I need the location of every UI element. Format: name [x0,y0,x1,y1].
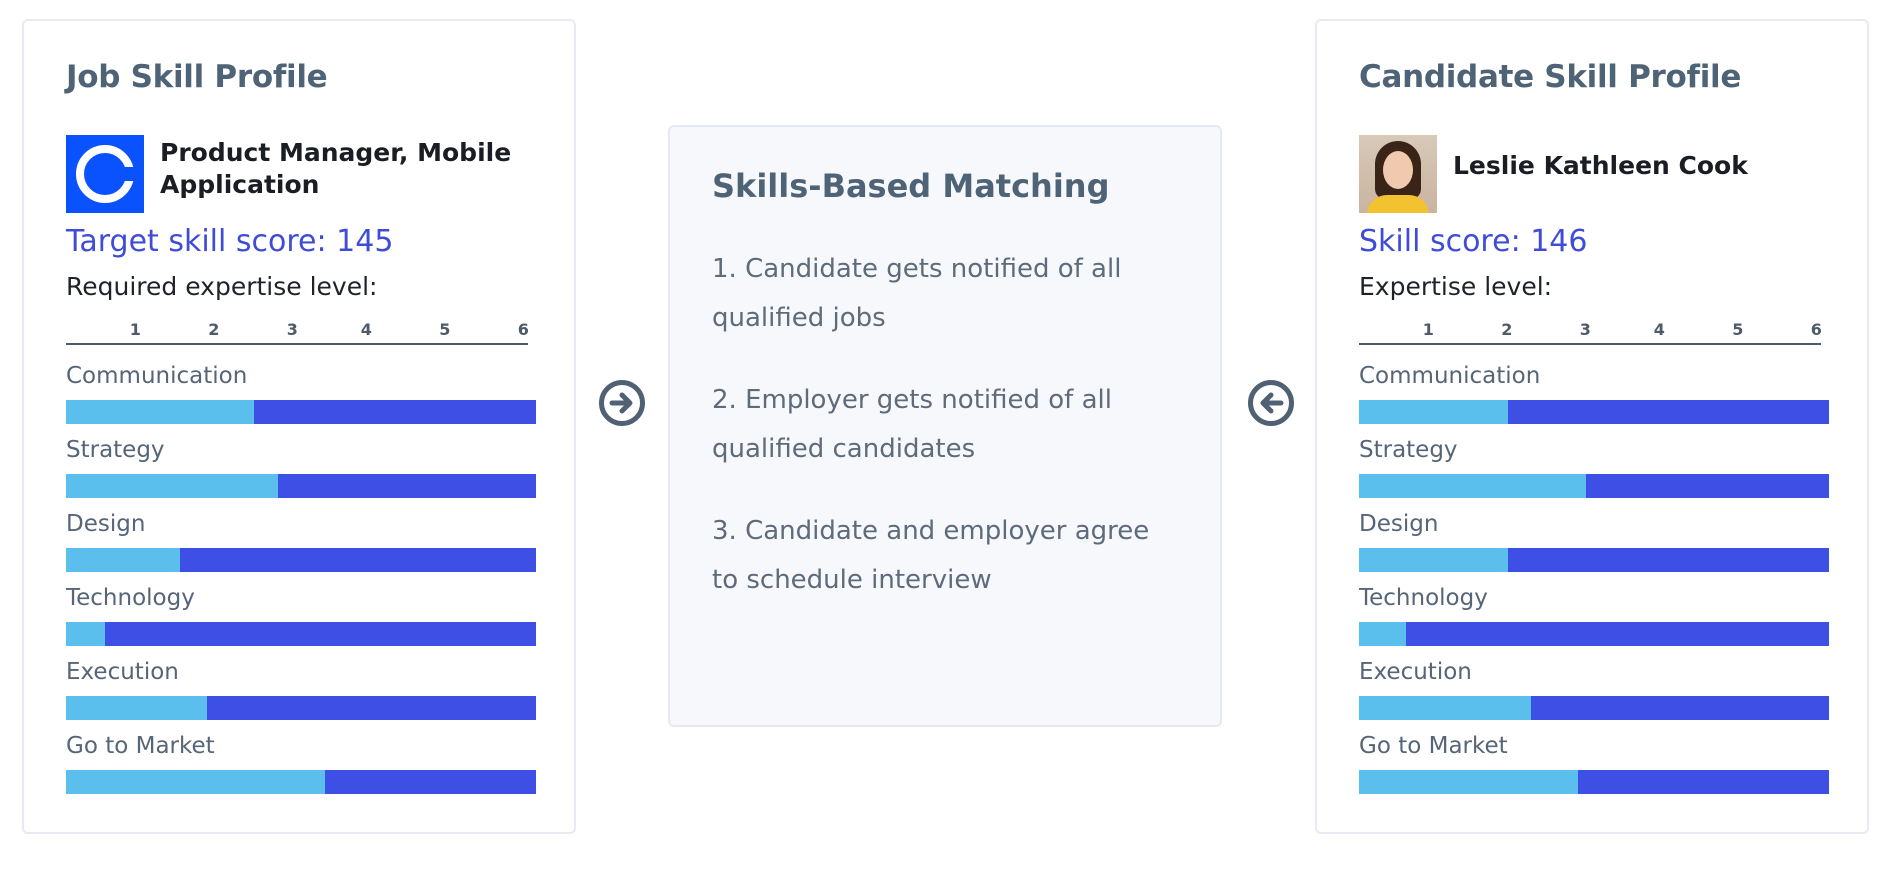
skill-row: Communication [66,363,536,437]
arrow-left-circle-icon[interactable] [1248,380,1294,426]
expertise-scale-axis: 1 2 3 4 5 6 [1359,315,1822,345]
required-expertise-label: Required expertise level: [66,272,378,301]
scale-tick: 3 [1579,320,1591,339]
expertise-label: Expertise level: [1359,272,1553,301]
candidate-skill-profile-card: Candidate Skill Profile Leslie Kathleen … [1315,19,1869,834]
scale-tick: 3 [286,320,298,339]
skill-bar-fill [66,400,254,424]
skill-name: Technology [66,585,195,611]
skill-row: Go to Market [66,733,536,807]
skill-bar-track [1359,622,1829,646]
skill-row: Technology [1359,585,1829,659]
skill-bar-fill [1359,696,1532,720]
skill-bar-track [1359,474,1829,498]
skill-name: Go to Market [66,733,215,759]
matching-step: 2. Employer gets notified of all qualifi… [712,385,1112,464]
matching-step: 1. Candidate gets notified of all qualif… [712,254,1122,333]
skill-bar-fill [66,622,106,646]
target-skill-score: Target skill score: 145 [66,224,394,259]
skills-matching-card: Skills-Based Matching 1. Candidate gets … [668,125,1222,727]
skill-row: Execution [66,659,536,733]
job-skill-bars: Communication Strategy Design Technology… [66,363,536,807]
scale-tick: 4 [1653,320,1665,339]
skill-bar-fill [1359,622,1406,646]
skill-row: Go to Market [1359,733,1829,807]
scale-tick: 5 [439,320,451,339]
company-logo [66,135,144,213]
skill-bar-track [66,770,536,794]
skill-bar-track [1359,696,1829,720]
skill-bar-fill [1359,770,1579,794]
candidate-skill-score: Skill score: 146 [1359,224,1588,259]
skill-bar-fill [66,770,325,794]
skill-bar-fill [1359,474,1587,498]
expertise-scale-axis: 1 2 3 4 5 6 [66,315,529,345]
scale-tick: 5 [1732,320,1744,339]
job-position-name: Product Manager, Mobile Application [160,138,512,199]
skill-name: Strategy [1359,437,1458,463]
arrow-right-icon [609,392,633,414]
skill-row: Strategy [66,437,536,511]
skill-bar-track [66,622,536,646]
skill-bar-track [1359,548,1829,572]
skill-bar-fill [66,696,207,720]
skill-bar-track [66,474,536,498]
scale-tick: 1 [129,320,141,339]
skill-bar-track [66,696,536,720]
skill-name: Communication [1359,363,1541,389]
matching-steps: 1. Candidate gets notified of all qualif… [712,245,1182,638]
skill-name: Go to Market [1359,733,1508,759]
scale-tick: 2 [1501,320,1513,339]
skill-bar-track [66,548,536,572]
skill-bar-track [1359,770,1829,794]
skill-name: Design [66,511,146,537]
skill-name: Design [1359,511,1439,537]
candidate-name: Leslie Kathleen Cook [1453,151,1748,180]
scale-tick: 2 [208,320,220,339]
scale-tick: 6 [517,320,529,339]
job-profile-title: Job Skill Profile [66,59,328,95]
skill-row: Execution [1359,659,1829,733]
skill-name: Execution [66,659,179,685]
arrow-left-icon [1260,392,1284,414]
skill-bar-fill [1359,400,1508,424]
skill-row: Design [66,511,536,585]
job-skill-profile-card: Job Skill Profile Product Manager, Mobil… [22,19,576,834]
skill-row: Design [1359,511,1829,585]
skill-name: Strategy [66,437,165,463]
skill-row: Strategy [1359,437,1829,511]
skill-bar-fill [1359,548,1508,572]
skill-row: Communication [1359,363,1829,437]
skill-bar-fill [66,548,180,572]
scale-tick: 4 [360,320,372,339]
skill-name: Technology [1359,585,1488,611]
candidate-photo [1359,135,1437,213]
skill-name: Communication [66,363,248,389]
skill-name: Execution [1359,659,1472,685]
skill-row: Technology [66,585,536,659]
arrow-right-circle-icon[interactable] [599,380,645,426]
skill-bar-fill [66,474,278,498]
matching-title: Skills-Based Matching [712,167,1110,205]
skill-bar-track [1359,400,1829,424]
candidate-profile-title: Candidate Skill Profile [1359,59,1742,95]
matching-step: 3. Candidate and employer agree to sched… [712,516,1150,595]
candidate-skill-bars: Communication Strategy Design Technology… [1359,363,1829,807]
scale-tick: 1 [1422,320,1434,339]
skill-bar-track [66,400,536,424]
scale-tick: 6 [1810,320,1822,339]
